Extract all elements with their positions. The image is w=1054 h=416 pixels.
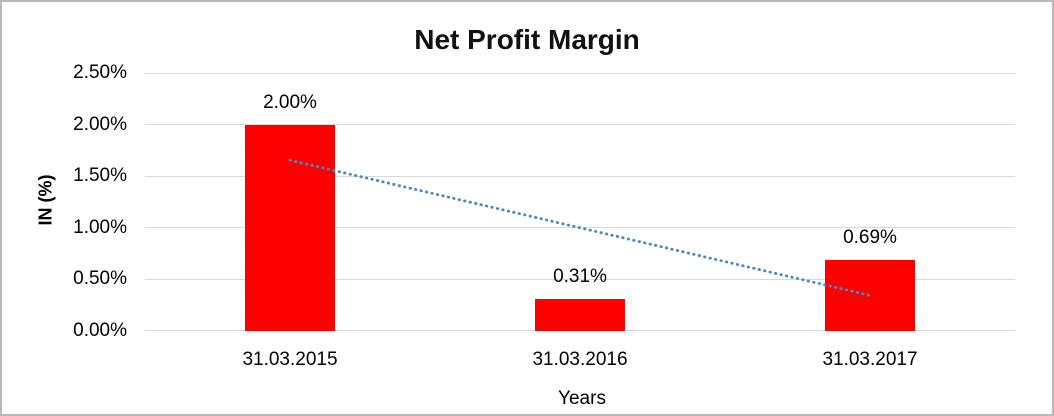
x-tick-label: 31.03.2015 [242, 349, 338, 370]
plot-area: 2.00% 0.31% 0.69% [145, 73, 1015, 331]
gridline [145, 124, 1015, 126]
data-label: 0.31% [553, 266, 607, 287]
y-tick-label: 0.00% [73, 320, 127, 341]
y-tick-label: 2.00% [73, 113, 127, 135]
x-axis-title: Years [558, 388, 606, 409]
bar [825, 259, 915, 331]
gridline [145, 278, 1015, 280]
y-tick-label: 2.50% [73, 62, 127, 83]
trendline-layer [288, 158, 872, 297]
y-tick-label: 0.50% [73, 268, 127, 290]
data-label: 2.00% [263, 91, 317, 113]
y-tick-label: 1.00% [73, 216, 127, 238]
x-tick-label: 31.03.2016 [532, 349, 628, 370]
chart-title: Net Profit Margin [414, 24, 640, 55]
data-label: 0.69% [843, 226, 897, 248]
gridline [145, 175, 1015, 177]
gridline [145, 73, 1015, 74]
x-tick-label: 31.03.2017 [822, 349, 918, 370]
trendline [288, 158, 872, 297]
bar [535, 299, 625, 331]
y-tick-label: 1.50% [73, 165, 127, 187]
